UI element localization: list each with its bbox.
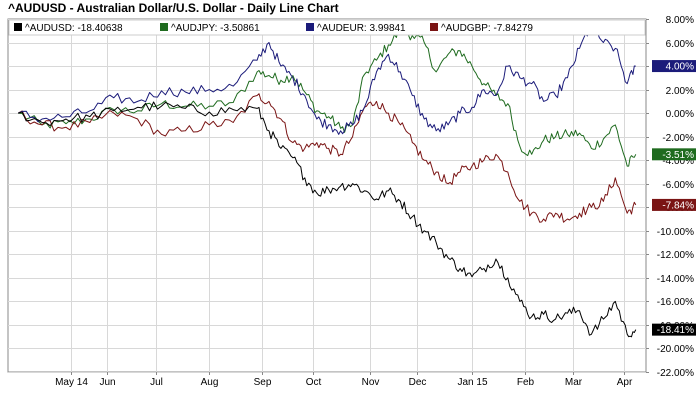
legend-swatch xyxy=(14,23,22,31)
x-tick-label: Aug xyxy=(201,377,219,388)
y-tick-label: 8.00% xyxy=(666,15,694,26)
legend-label: ^AUDGBP: -7.84279 xyxy=(441,23,533,34)
x-tick-label: Jul xyxy=(150,377,163,388)
x-tick-label: May 14 xyxy=(55,377,88,388)
end-value-label: -7.84% xyxy=(662,200,694,211)
legend-swatch xyxy=(430,23,438,31)
y-tick-label: 0.00% xyxy=(666,109,694,120)
y-tick-label: 2.00% xyxy=(666,86,694,97)
end-value-badge xyxy=(652,198,696,211)
x-tick-label: Oct xyxy=(306,377,322,388)
legend-label: ^AUDJPY: -3.50861 xyxy=(171,23,260,34)
end-value-badge xyxy=(652,148,696,161)
x-tick-label: Jun xyxy=(99,377,115,388)
legend-label: ^AUDUSD: -18.40638 xyxy=(25,23,123,34)
y-tick-label: -4.00% xyxy=(662,156,694,167)
y-tick-label: -6.00% xyxy=(662,180,694,191)
end-value-label: -18.41% xyxy=(657,325,694,336)
legend-label: ^AUDEUR: 3.99841 xyxy=(317,23,406,34)
plot-area xyxy=(7,18,647,373)
y-tick-label: -14.00% xyxy=(657,274,694,285)
end-value-badge xyxy=(652,60,696,73)
x-tick-label: Jan 15 xyxy=(457,377,487,388)
grid xyxy=(7,18,647,373)
legend-swatch xyxy=(306,23,314,31)
end-value-badge xyxy=(652,323,696,336)
x-tick-label: Feb xyxy=(517,377,535,388)
y-tick-label: -22.00% xyxy=(657,368,694,379)
series-line-audjpy xyxy=(18,28,637,167)
y-tick-label: -12.00% xyxy=(657,250,694,261)
x-tick-label: Nov xyxy=(362,377,380,388)
chart-title: ^AUDUSD - Australian Dollar/U.S. Dollar … xyxy=(8,1,339,15)
series-line-audeur xyxy=(18,24,636,135)
y-tick-label: 6.00% xyxy=(666,39,694,50)
x-tick-label: Mar xyxy=(565,377,583,388)
y-tick-label: -10.00% xyxy=(657,227,694,238)
x-tick-label: Dec xyxy=(409,377,427,388)
series-line-audusd xyxy=(18,101,637,338)
x-tick-label: Sep xyxy=(254,377,272,388)
end-value-label: 4.00% xyxy=(666,62,694,73)
legend: ^AUDUSD: -18.40638 ^AUDJPY: -3.50861 ^AUDE… xyxy=(8,19,646,36)
y-tick-label: -16.00% xyxy=(657,297,694,308)
end-labels: -18.41% -3.51% 4.00% -7.84% xyxy=(652,60,696,336)
end-value-label: -3.51% xyxy=(662,150,694,161)
x-tick-label: Apr xyxy=(617,377,633,388)
legend-swatch xyxy=(160,23,168,31)
series-line-audgbp xyxy=(17,93,637,223)
y-tick-label: -20.00% xyxy=(657,344,694,355)
y-tick-label: -2.00% xyxy=(662,133,694,144)
series-lines xyxy=(17,24,637,338)
